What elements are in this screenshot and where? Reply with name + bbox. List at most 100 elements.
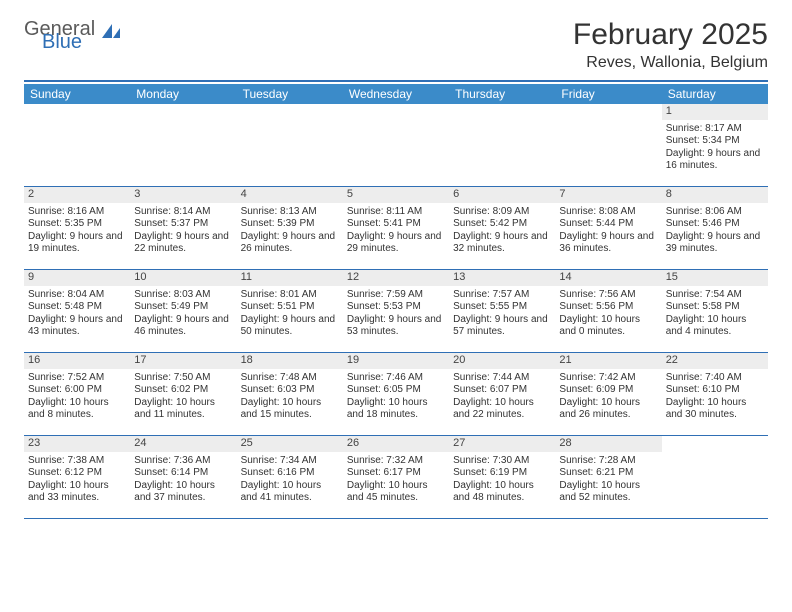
day-number: 16 xyxy=(24,353,130,369)
day-cell: 25Sunrise: 7:34 AMSunset: 6:16 PMDayligh… xyxy=(237,436,343,518)
daylight-text: Daylight: 10 hours and 33 minutes. xyxy=(28,480,126,505)
location-text: Reves, Wallonia, Belgium xyxy=(573,54,768,72)
day-cell: 15Sunrise: 7:54 AMSunset: 5:58 PMDayligh… xyxy=(662,270,768,352)
sunset-text: Sunset: 6:16 PM xyxy=(241,467,339,480)
sunrise-text: Sunrise: 7:40 AM xyxy=(666,372,764,385)
day-cell: 23Sunrise: 7:38 AMSunset: 6:12 PMDayligh… xyxy=(24,436,130,518)
day-cell: 20Sunrise: 7:44 AMSunset: 6:07 PMDayligh… xyxy=(449,353,555,435)
week-row: 1Sunrise: 8:17 AMSunset: 5:34 PMDaylight… xyxy=(24,104,768,187)
daylight-text: Daylight: 9 hours and 16 minutes. xyxy=(666,148,764,173)
sunrise-text: Sunrise: 8:14 AM xyxy=(134,206,232,219)
sunrise-text: Sunrise: 7:52 AM xyxy=(28,372,126,385)
day-cell: 22Sunrise: 7:40 AMSunset: 6:10 PMDayligh… xyxy=(662,353,768,435)
sunrise-text: Sunrise: 7:42 AM xyxy=(559,372,657,385)
weekday-header-row: Sunday Monday Tuesday Wednesday Thursday… xyxy=(24,84,768,104)
daylight-text: Daylight: 10 hours and 52 minutes. xyxy=(559,480,657,505)
day-number: 14 xyxy=(555,270,661,286)
day-cell: 2 Sunrise: 8:16 AMSunset: 5:35 PMDaylight… xyxy=(24,187,130,269)
day-number: 28 xyxy=(555,436,661,452)
day-number: 4 xyxy=(237,187,343,203)
day-number: 9 xyxy=(24,270,130,286)
daylight-text: Daylight: 9 hours and 29 minutes. xyxy=(347,231,445,256)
sunrise-text: Sunrise: 7:32 AM xyxy=(347,455,445,468)
divider xyxy=(24,80,768,82)
day-cell: 8Sunrise: 8:06 AMSunset: 5:46 PMDaylight… xyxy=(662,187,768,269)
sunrise-text: Sunrise: 8:16 AM xyxy=(28,206,126,219)
day-number: 21 xyxy=(555,353,661,369)
sunrise-text: Sunrise: 7:30 AM xyxy=(453,455,551,468)
calendar: Sunday Monday Tuesday Wednesday Thursday… xyxy=(24,84,768,519)
sunrise-text: Sunrise: 7:50 AM xyxy=(134,372,232,385)
day-cell: 28Sunrise: 7:28 AMSunset: 6:21 PMDayligh… xyxy=(555,436,661,518)
page-title: February 2025 xyxy=(573,18,768,52)
day-number: 5 xyxy=(343,187,449,203)
sunrise-text: Sunrise: 8:06 AM xyxy=(666,206,764,219)
day-number: 11 xyxy=(237,270,343,286)
day-number: 17 xyxy=(130,353,236,369)
day-cell xyxy=(449,104,555,186)
sunrise-text: Sunrise: 7:46 AM xyxy=(347,372,445,385)
day-number: 20 xyxy=(449,353,555,369)
sunrise-text: Sunrise: 7:56 AM xyxy=(559,289,657,302)
weekday-header: Wednesday xyxy=(343,84,449,104)
sunrise-text: Sunrise: 7:44 AM xyxy=(453,372,551,385)
sunset-text: Sunset: 5:35 PM xyxy=(28,218,126,231)
day-number: 18 xyxy=(237,353,343,369)
sunset-text: Sunset: 6:02 PM xyxy=(134,384,232,397)
sunrise-text: Sunrise: 8:04 AM xyxy=(28,289,126,302)
sunset-text: Sunset: 6:10 PM xyxy=(666,384,764,397)
daylight-text: Daylight: 9 hours and 53 minutes. xyxy=(347,314,445,339)
sunset-text: Sunset: 5:42 PM xyxy=(453,218,551,231)
day-cell: 1Sunrise: 8:17 AMSunset: 5:34 PMDaylight… xyxy=(662,104,768,186)
sunset-text: Sunset: 5:44 PM xyxy=(559,218,657,231)
day-number: 1 xyxy=(662,104,768,120)
daylight-text: Daylight: 10 hours and 22 minutes. xyxy=(453,397,551,422)
sunset-text: Sunset: 5:41 PM xyxy=(347,218,445,231)
day-cell xyxy=(662,436,768,518)
day-cell: 3Sunrise: 8:14 AMSunset: 5:37 PMDaylight… xyxy=(130,187,236,269)
day-cell xyxy=(130,104,236,186)
week-row: 2Sunrise: 8:16 AMSunset: 5:35 PMDaylight… xyxy=(24,187,768,270)
day-number: 15 xyxy=(662,270,768,286)
sunset-text: Sunset: 5:58 PM xyxy=(666,301,764,314)
daylight-text: Daylight: 9 hours and 36 minutes. xyxy=(559,231,657,256)
sunrise-text: Sunrise: 8:03 AM xyxy=(134,289,232,302)
daylight-text: Daylight: 9 hours and 26 minutes. xyxy=(241,231,339,256)
daylight-text: Daylight: 10 hours and 41 minutes. xyxy=(241,480,339,505)
daylight-text: Daylight: 9 hours and 46 minutes. xyxy=(134,314,232,339)
day-cell: 5Sunrise: 8:11 AMSunset: 5:41 PMDaylight… xyxy=(343,187,449,269)
day-cell: 12Sunrise: 7:59 AMSunset: 5:53 PMDayligh… xyxy=(343,270,449,352)
day-cell: 27Sunrise: 7:30 AMSunset: 6:19 PMDayligh… xyxy=(449,436,555,518)
day-number: 6 xyxy=(449,187,555,203)
day-number: 13 xyxy=(449,270,555,286)
week-row: 16Sunrise: 7:52 AMSunset: 6:00 PMDayligh… xyxy=(24,353,768,436)
daylight-text: Daylight: 9 hours and 32 minutes. xyxy=(453,231,551,256)
sunset-text: Sunset: 6:12 PM xyxy=(28,467,126,480)
day-cell: 11Sunrise: 8:01 AMSunset: 5:51 PMDayligh… xyxy=(237,270,343,352)
daylight-text: Daylight: 10 hours and 18 minutes. xyxy=(347,397,445,422)
weekday-header: Monday xyxy=(130,84,236,104)
day-number: 25 xyxy=(237,436,343,452)
sunrise-text: Sunrise: 7:48 AM xyxy=(241,372,339,385)
daylight-text: Daylight: 10 hours and 45 minutes. xyxy=(347,480,445,505)
sunset-text: Sunset: 5:56 PM xyxy=(559,301,657,314)
day-number: 24 xyxy=(130,436,236,452)
sunrise-text: Sunrise: 8:09 AM xyxy=(453,206,551,219)
sunrise-text: Sunrise: 7:57 AM xyxy=(453,289,551,302)
day-number: 2 xyxy=(24,187,130,203)
day-number: 22 xyxy=(662,353,768,369)
daylight-text: Daylight: 9 hours and 19 minutes. xyxy=(28,231,126,256)
weekday-header: Thursday xyxy=(449,84,555,104)
week-row: 9Sunrise: 8:04 AMSunset: 5:48 PMDaylight… xyxy=(24,270,768,353)
weekday-header: Sunday xyxy=(24,84,130,104)
title-block: February 2025 Reves, Wallonia, Belgium xyxy=(573,18,768,72)
day-cell xyxy=(343,104,449,186)
day-number: 23 xyxy=(24,436,130,452)
day-cell: 16Sunrise: 7:52 AMSunset: 6:00 PMDayligh… xyxy=(24,353,130,435)
logo-sail-icon xyxy=(100,20,122,46)
sunrise-text: Sunrise: 8:17 AM xyxy=(666,123,764,136)
sunset-text: Sunset: 6:09 PM xyxy=(559,384,657,397)
daylight-text: Daylight: 9 hours and 39 minutes. xyxy=(666,231,764,256)
logo: General Blue xyxy=(24,18,144,58)
sunrise-text: Sunrise: 7:59 AM xyxy=(347,289,445,302)
